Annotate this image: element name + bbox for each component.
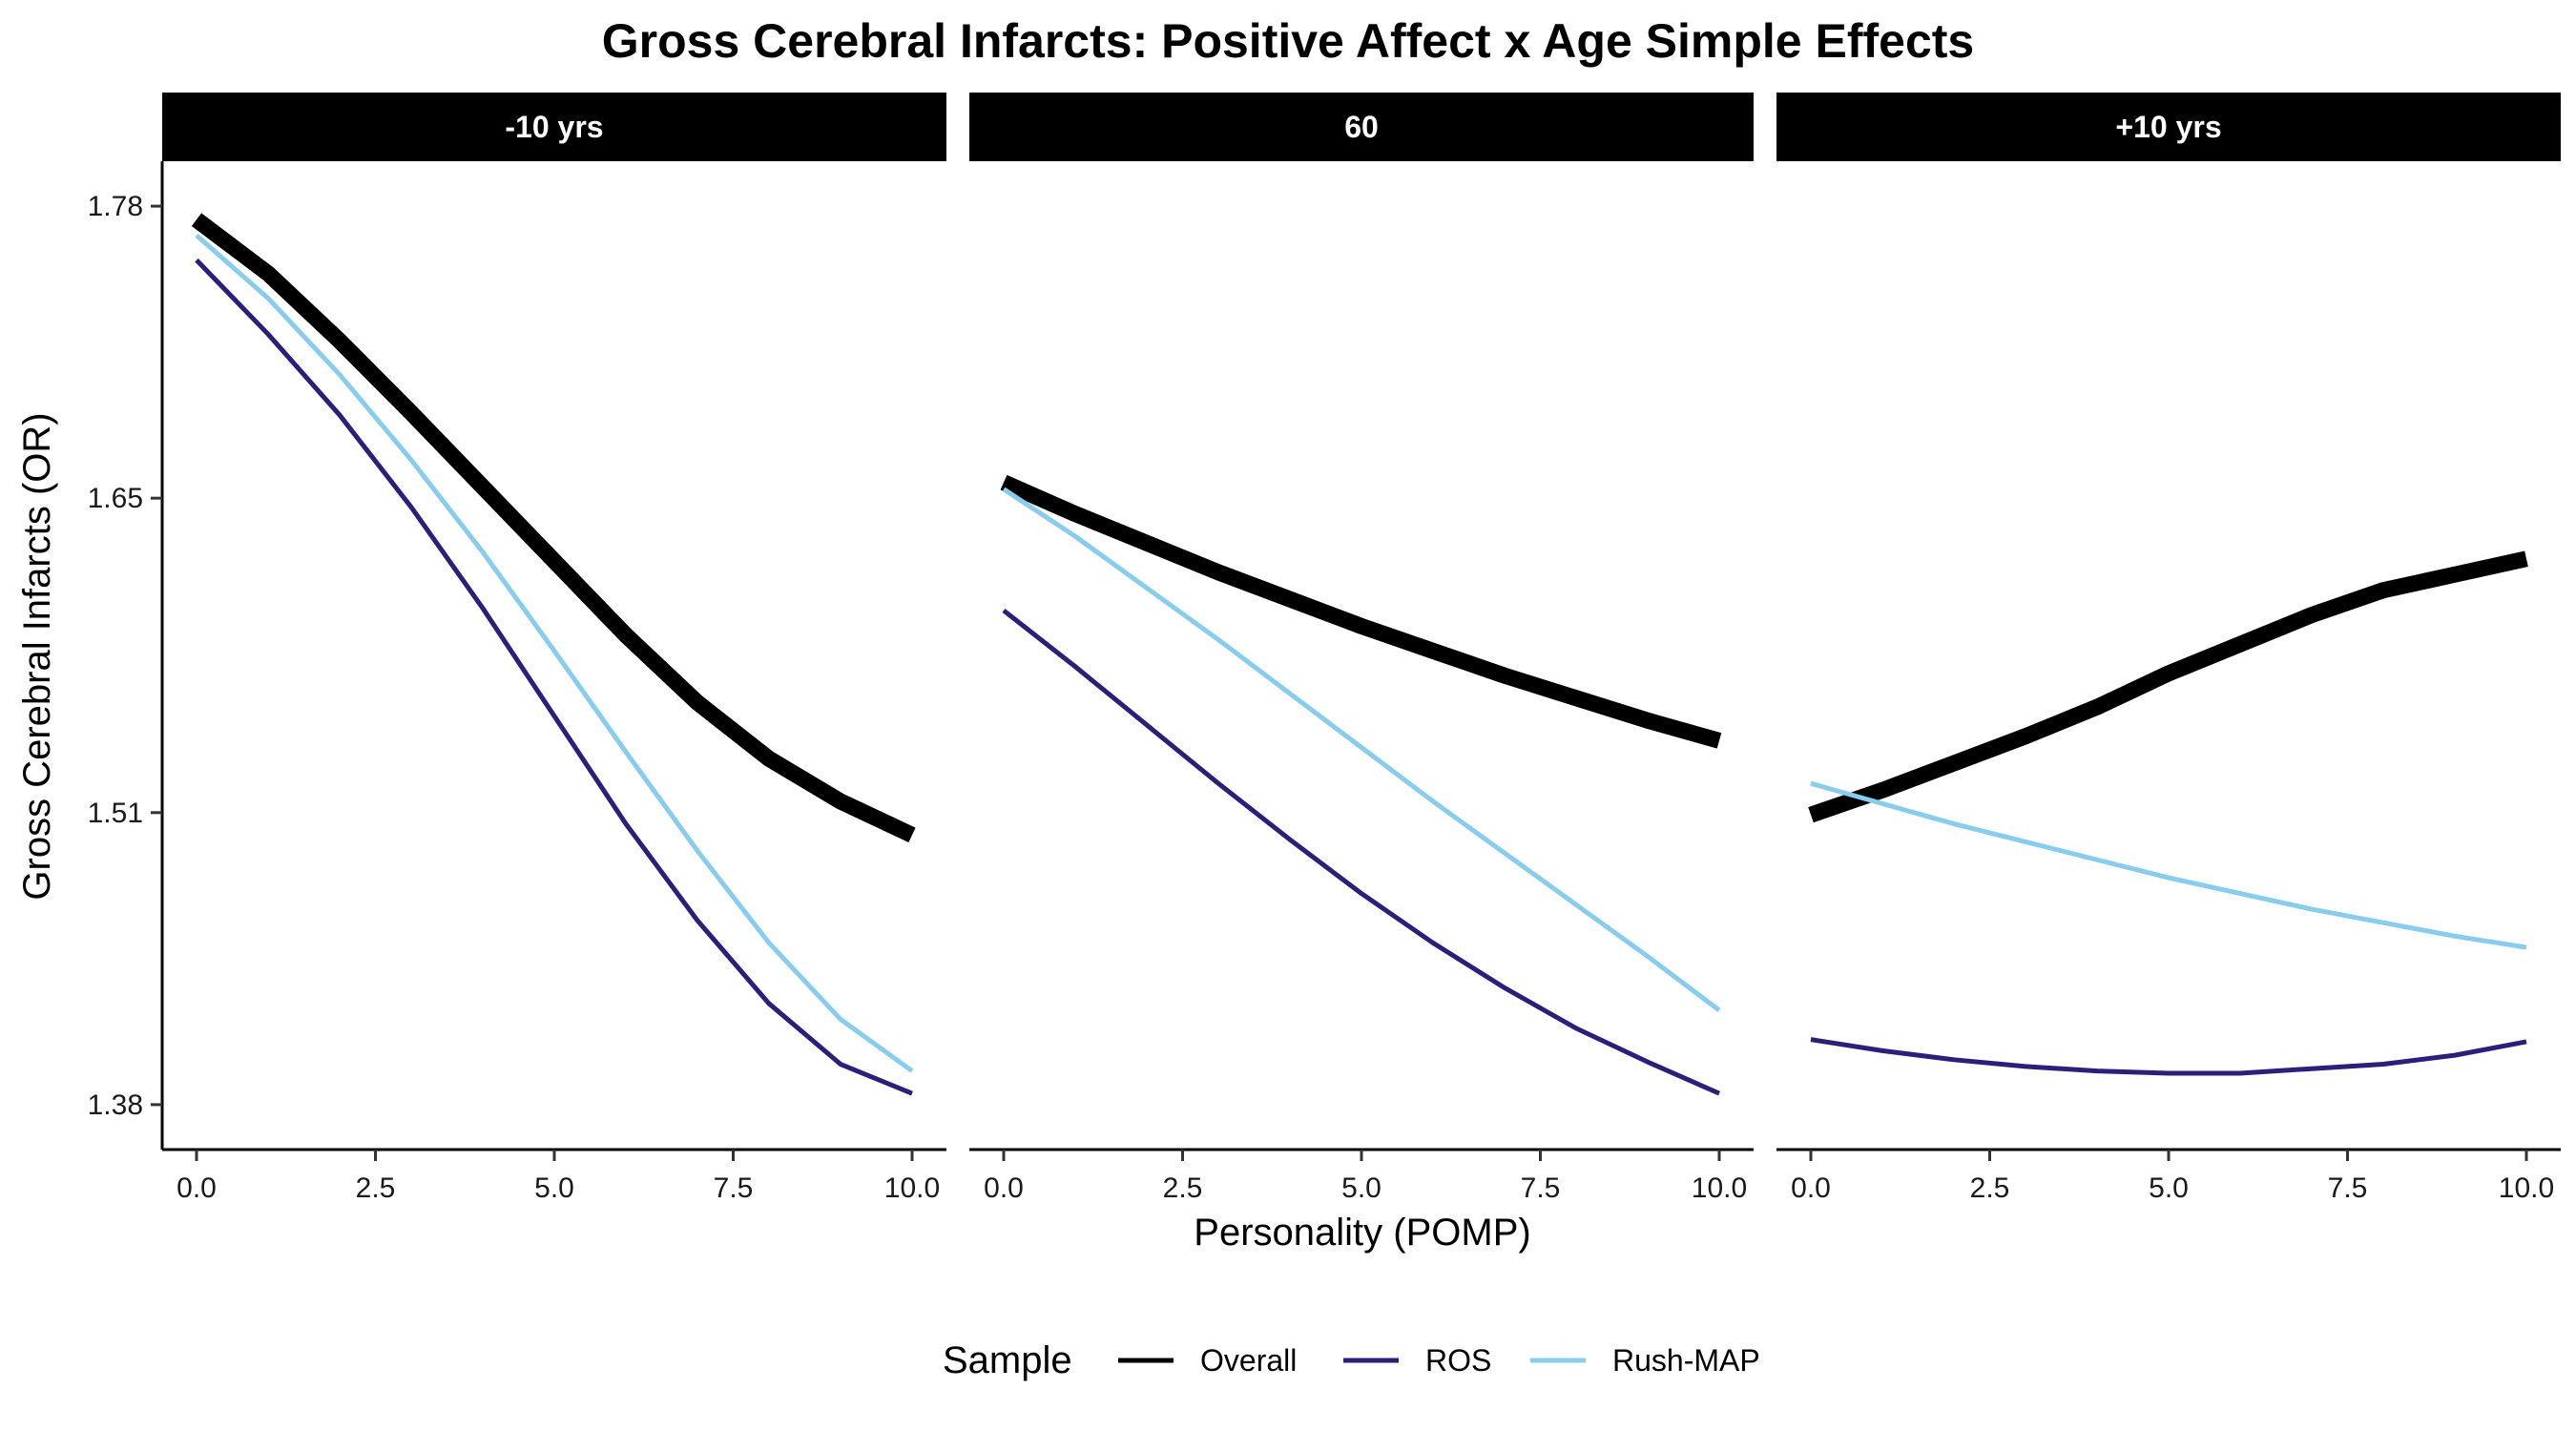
series-line-rush-map <box>1002 487 1721 1013</box>
facet-strip <box>162 93 946 161</box>
panel-2: 60 0.0 2.5 5.0 7.5 10.0 <box>969 93 1754 1204</box>
x-tick-label: 7.5 <box>1521 1172 1561 1204</box>
x-tick-label: 0.0 <box>984 1172 1024 1204</box>
x-tick-label: 10.0 <box>884 1172 940 1204</box>
panel-3: +10 yrs 0.0 2.5 5.0 7.5 10.0 <box>1776 93 2561 1204</box>
series-line-overall <box>1000 474 1722 749</box>
x-tick-label: 0.0 <box>177 1172 217 1204</box>
series-line-overall <box>1808 550 2528 823</box>
series-line-rush-map <box>1810 780 2527 950</box>
y-tick-label: 1.78 <box>88 191 143 222</box>
facet-strip-label: +10 yrs <box>2115 110 2221 144</box>
facet-strip <box>1776 93 2561 161</box>
x-tick-label: 7.5 <box>714 1172 754 1204</box>
series-line-overall <box>191 213 916 843</box>
series-line-rush-map <box>195 233 914 1073</box>
y-tick-label: 1.51 <box>88 798 143 829</box>
x-tick-label: 5.0 <box>2149 1172 2189 1204</box>
x-tick-label: 5.0 <box>1341 1172 1381 1204</box>
facet-strip-label: -10 yrs <box>505 110 603 144</box>
panels: -10 yrs 0.0 2.5 5.0 7.5 10.0 1.38 1.51 1.65 1.78 6… <box>88 93 2561 1204</box>
legend-title: Sample <box>943 1339 1072 1381</box>
x-tick-label: 5.0 <box>534 1172 574 1204</box>
series-line-ros <box>195 258 913 1096</box>
facet-strip-label: 60 <box>1344 110 1379 144</box>
x-tick-label: 2.5 <box>1970 1172 2010 1204</box>
legend: Sample Overall ROS Rush-MAP <box>943 1339 1760 1381</box>
facet-strip <box>969 93 1754 161</box>
panel-1: -10 yrs 0.0 2.5 5.0 7.5 10.0 1.38 1.51 1.65 1.78 <box>88 93 946 1204</box>
legend-label-overall: Overall <box>1200 1343 1297 1378</box>
series-line-ros <box>1002 608 1721 1096</box>
chart-title: Gross Cerebral Infarcts: Positive Affect… <box>602 14 1974 68</box>
y-tick-label: 1.38 <box>88 1089 143 1121</box>
x-tick-label: 10.0 <box>1692 1172 1747 1204</box>
x-axis-label: Personality (POMP) <box>1194 1212 1530 1254</box>
legend-label-ros: ROS <box>1425 1343 1491 1378</box>
y-tick-label: 1.65 <box>88 483 143 514</box>
x-tick-label: 10.0 <box>2499 1172 2554 1204</box>
legend-label-rush-map: Rush-MAP <box>1612 1343 1760 1378</box>
y-axis-label: Gross Cerebral Infarcts (OR) <box>16 412 58 900</box>
x-tick-label: 0.0 <box>1791 1172 1831 1204</box>
x-tick-label: 2.5 <box>356 1172 396 1204</box>
x-tick-label: 2.5 <box>1163 1172 1203 1204</box>
series-line-ros <box>1810 1037 2527 1076</box>
x-tick-label: 7.5 <box>2328 1172 2368 1204</box>
